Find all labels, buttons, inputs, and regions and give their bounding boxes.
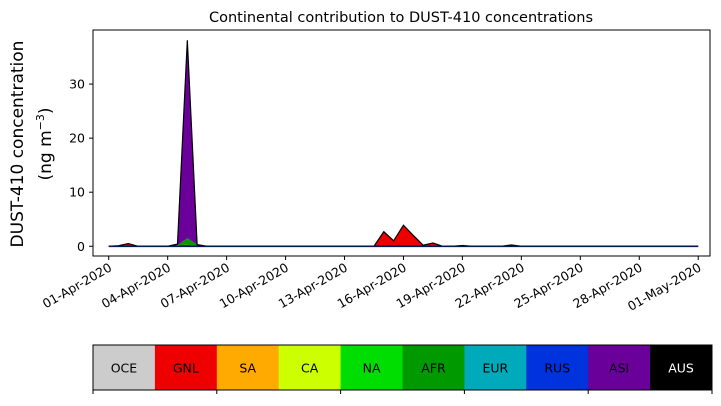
area-series-gnl	[108, 225, 699, 247]
legend-swatch-gnl	[154, 345, 218, 390]
area-series-aus	[108, 40, 699, 247]
legend-swatch-eur	[464, 345, 527, 390]
y-axis-label: DUST-410 concentration	[8, 41, 28, 248]
legend-swatch-sa	[216, 345, 280, 390]
legend-label-asi: ASI	[609, 361, 629, 376]
total-outline	[108, 40, 699, 247]
legend-swatch-afr	[402, 345, 465, 390]
plot-frame	[92, 29, 711, 257]
legend-label-eur: EUR	[482, 361, 508, 376]
y-tick-label: 30	[69, 77, 85, 92]
legend-label-aus: AUS	[668, 361, 694, 376]
legend-swatch-rus	[526, 345, 589, 390]
legend-label-rus: RUS	[544, 361, 570, 376]
legend-label-sa: SA	[239, 361, 256, 376]
y-tick-label: 10	[69, 185, 85, 200]
legend: OCE GNL SA CA NA AFR EUR RUS ASI AUS	[92, 344, 713, 394]
legend-swatch-ca	[278, 345, 342, 390]
y-tick-label: 20	[69, 131, 85, 146]
legend-label-gnl: GNL	[173, 361, 199, 376]
chart-title: Continental contribution to DUST-410 con…	[209, 10, 593, 26]
legend-swatch-aus	[650, 345, 713, 390]
legend-frame	[92, 344, 713, 391]
legend-swatch-oce	[93, 345, 156, 390]
legend-label-afr: AFR	[421, 361, 446, 376]
legend-label-ca: CA	[301, 361, 319, 376]
legend-swatch-asi	[588, 345, 651, 390]
legend-label-na: NA	[363, 361, 381, 376]
plot-area	[108, 40, 699, 248]
y-axis-label-unit: (ng m−3)	[34, 107, 56, 180]
y-tick-label: 0	[77, 239, 85, 254]
area-series-asi	[108, 40, 699, 247]
legend-label-oce: OCE	[111, 361, 138, 376]
legend-swatch-na	[340, 345, 403, 390]
axes: 010203001-Apr-202004-Apr-202007-Apr-2020…	[40, 29, 711, 314]
